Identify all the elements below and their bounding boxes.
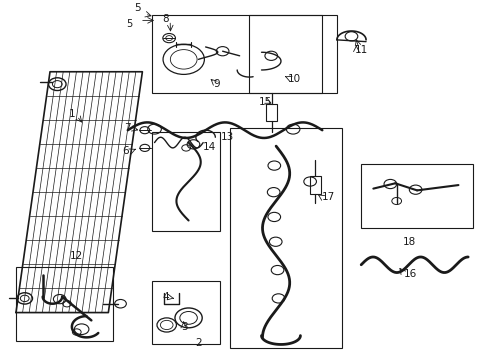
Bar [16, 266, 113, 341]
Text: 6: 6 [122, 147, 128, 157]
Text: 9: 9 [212, 79, 219, 89]
Bar [361, 164, 472, 228]
Bar [152, 15, 322, 93]
Text: 7: 7 [123, 123, 130, 134]
Bar [266, 104, 277, 121]
Text: 1: 1 [68, 109, 75, 119]
Text: 16: 16 [403, 269, 416, 279]
Bar [152, 281, 220, 345]
Text: 3: 3 [181, 322, 187, 332]
Bar [152, 132, 220, 231]
Text: 18: 18 [403, 237, 416, 247]
Text: 5: 5 [134, 3, 141, 13]
Text: 13: 13 [220, 132, 233, 142]
Bar [309, 176, 320, 194]
Text: 17: 17 [322, 193, 335, 202]
Text: 5: 5 [126, 19, 132, 29]
Text: 4: 4 [162, 292, 169, 302]
Text: 12: 12 [70, 251, 83, 261]
Text: 2: 2 [195, 338, 201, 348]
Text: 15: 15 [259, 97, 272, 107]
Text: 11: 11 [354, 45, 367, 55]
Bar [249, 15, 336, 93]
Text: 8: 8 [162, 14, 169, 24]
Text: 14: 14 [203, 142, 216, 152]
Text: 10: 10 [287, 74, 301, 84]
Bar [229, 129, 341, 348]
